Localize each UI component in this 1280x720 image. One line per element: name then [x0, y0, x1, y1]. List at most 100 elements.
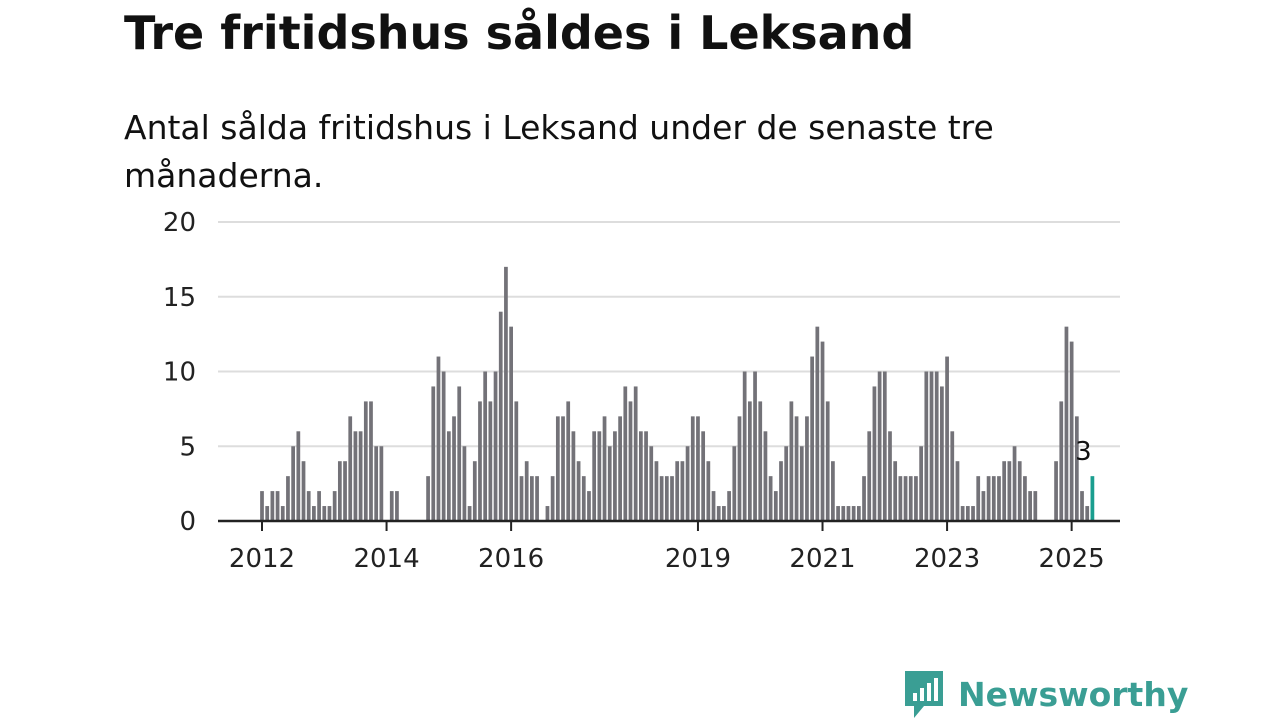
- bar: [280, 506, 285, 521]
- bar: [1033, 491, 1038, 521]
- bar: [799, 446, 804, 521]
- bar: [732, 446, 737, 521]
- bar: [976, 476, 981, 521]
- bar: [379, 446, 384, 521]
- bar: [810, 356, 815, 521]
- bar: [446, 431, 451, 521]
- bar: [426, 476, 430, 521]
- x-tick-label: 2025: [1039, 544, 1105, 574]
- bar: [722, 506, 726, 521]
- bar: [716, 506, 721, 521]
- bar: [955, 461, 960, 521]
- bar: [1054, 461, 1058, 521]
- bar: [794, 416, 799, 521]
- bar: [664, 476, 669, 521]
- bar: [613, 431, 617, 521]
- bar-labels: 3: [1075, 437, 1092, 467]
- brand-name: Newsworthy: [958, 674, 1189, 714]
- bar: [862, 476, 866, 521]
- bar: [644, 431, 648, 521]
- bar: [389, 491, 394, 521]
- bar: [592, 431, 597, 521]
- bar: [545, 506, 550, 521]
- bar: [472, 461, 477, 521]
- bar: [566, 401, 571, 521]
- bar: [815, 326, 820, 521]
- bar: [1028, 491, 1032, 521]
- bar: [893, 461, 898, 521]
- bar: [965, 506, 970, 521]
- bar: [301, 461, 306, 521]
- bar: [675, 461, 680, 521]
- bar: [327, 506, 332, 521]
- bar: [945, 356, 949, 521]
- bar: [903, 476, 908, 521]
- bar: [488, 401, 493, 521]
- brand-logo[interactable]: Newsworthy: [902, 668, 1188, 720]
- bar: [753, 371, 757, 521]
- grid-lines: [218, 221, 1120, 448]
- bar: [867, 431, 872, 521]
- bar: [1007, 461, 1012, 521]
- x-tick-label: 2019: [665, 544, 731, 574]
- bar: [478, 401, 482, 521]
- bar: [322, 506, 327, 521]
- bar: [908, 476, 913, 521]
- bar: [805, 416, 809, 521]
- bar: [597, 431, 602, 521]
- bar: [851, 506, 856, 521]
- bar: [607, 446, 612, 521]
- bar: [431, 386, 436, 521]
- x-tick-label: 2014: [353, 544, 419, 574]
- bar: [395, 491, 399, 521]
- bar: [286, 476, 290, 521]
- bar: [348, 416, 353, 521]
- bar: [924, 371, 929, 521]
- bar: [696, 416, 700, 521]
- bar: [991, 476, 996, 521]
- bar: [436, 356, 441, 521]
- bar: [919, 446, 923, 521]
- bar: [509, 326, 513, 521]
- bar: [353, 431, 358, 521]
- bar: [639, 431, 643, 521]
- y-axis-ticks: 0 5 10 15 20: [163, 208, 196, 537]
- bar: [856, 506, 861, 521]
- bar: [312, 506, 316, 521]
- bar: [836, 506, 840, 521]
- bar: [1069, 341, 1074, 521]
- bar: [317, 491, 321, 521]
- bar: [1085, 506, 1090, 521]
- bar: [986, 476, 991, 521]
- bar: [914, 476, 918, 521]
- bar: [882, 371, 887, 521]
- bar: [369, 401, 373, 521]
- bar: [690, 416, 695, 521]
- bar: [981, 491, 986, 521]
- bar: [779, 461, 783, 521]
- bar: [514, 401, 519, 521]
- bar: [291, 446, 296, 521]
- bar: [581, 476, 586, 521]
- x-tick-label: 2023: [914, 544, 980, 574]
- bar: [898, 476, 903, 521]
- bar: [576, 461, 581, 521]
- bar: [265, 506, 270, 521]
- bar: [483, 371, 488, 521]
- y-tick-label: 0: [179, 507, 196, 537]
- bar: [950, 431, 955, 521]
- x-tick-label: 2016: [478, 544, 544, 574]
- bar: [1012, 446, 1017, 521]
- bar: [758, 401, 763, 521]
- y-tick-label: 5: [179, 432, 196, 462]
- bar: [343, 461, 347, 521]
- bar: [737, 416, 742, 521]
- bar: [929, 371, 934, 521]
- bar: [877, 371, 882, 521]
- bar: [659, 476, 664, 521]
- bar: [498, 311, 503, 521]
- bar: [441, 371, 446, 521]
- bar: [296, 431, 301, 521]
- bar: [602, 416, 607, 521]
- bar: [706, 461, 711, 521]
